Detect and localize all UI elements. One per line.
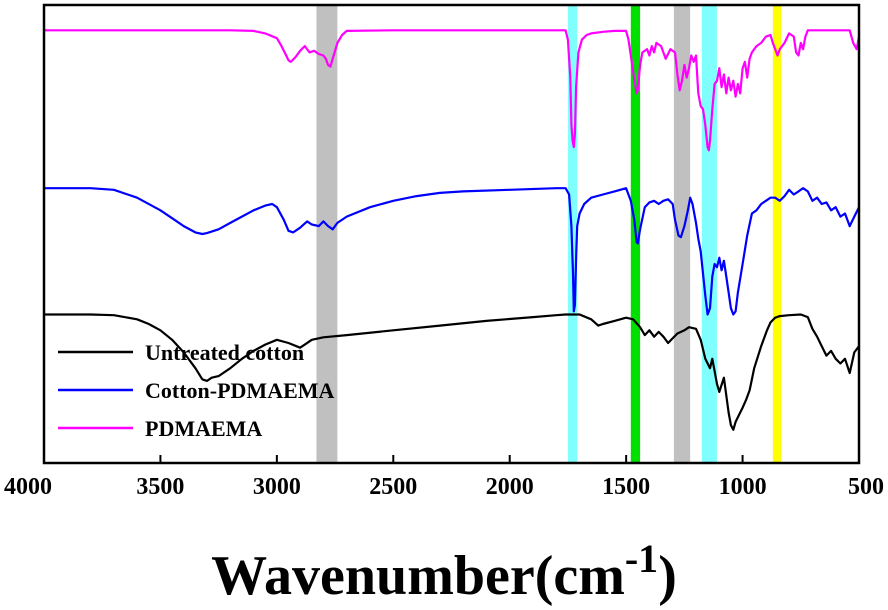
legend-label-untreated-cotton: Untreated cotton xyxy=(145,340,304,365)
highlight-band-0 xyxy=(316,5,338,463)
legend-label-cotton-pdmaema: Cotton-PDMAEMA xyxy=(145,378,335,403)
series-line-pdmaema xyxy=(44,29,861,152)
plot-frame xyxy=(42,3,861,465)
x-axis-label-main: Wavenumber(cm xyxy=(211,545,625,607)
x-axis-label-close: ) xyxy=(658,545,677,607)
series-line-untreated-cotton xyxy=(44,313,860,431)
legend: Untreated cotton Cotton-PDMAEMA PDMAEMA xyxy=(58,340,335,441)
x-tick-label-2500: 2500 xyxy=(369,474,417,500)
series-line-cotton-pdmaema xyxy=(44,187,860,316)
x-tick-label-4000: 4000 xyxy=(4,474,52,500)
x-tick-label-2000: 2000 xyxy=(486,474,534,500)
x-tick-label-1000: 1000 xyxy=(719,474,767,500)
x-axis-label-superscript: -1 xyxy=(625,536,658,581)
series-lines xyxy=(44,29,861,431)
legend-label-pdmaema: PDMAEMA xyxy=(145,416,262,441)
highlight-band-4 xyxy=(701,5,717,463)
x-tick-label-3500: 3500 xyxy=(136,474,184,500)
x-tick-label-500: 500 xyxy=(848,474,884,500)
highlight-band-5 xyxy=(772,5,781,463)
x-axis: 4000 3500 3000 2500 2000 1500 1000 500 xyxy=(4,455,884,500)
x-tick-label-1500: 1500 xyxy=(602,474,650,500)
highlight-bands xyxy=(316,5,781,463)
x-tick-label-3000: 3000 xyxy=(253,474,301,500)
x-axis-label: Wavenumber(cm-1) xyxy=(211,536,677,608)
